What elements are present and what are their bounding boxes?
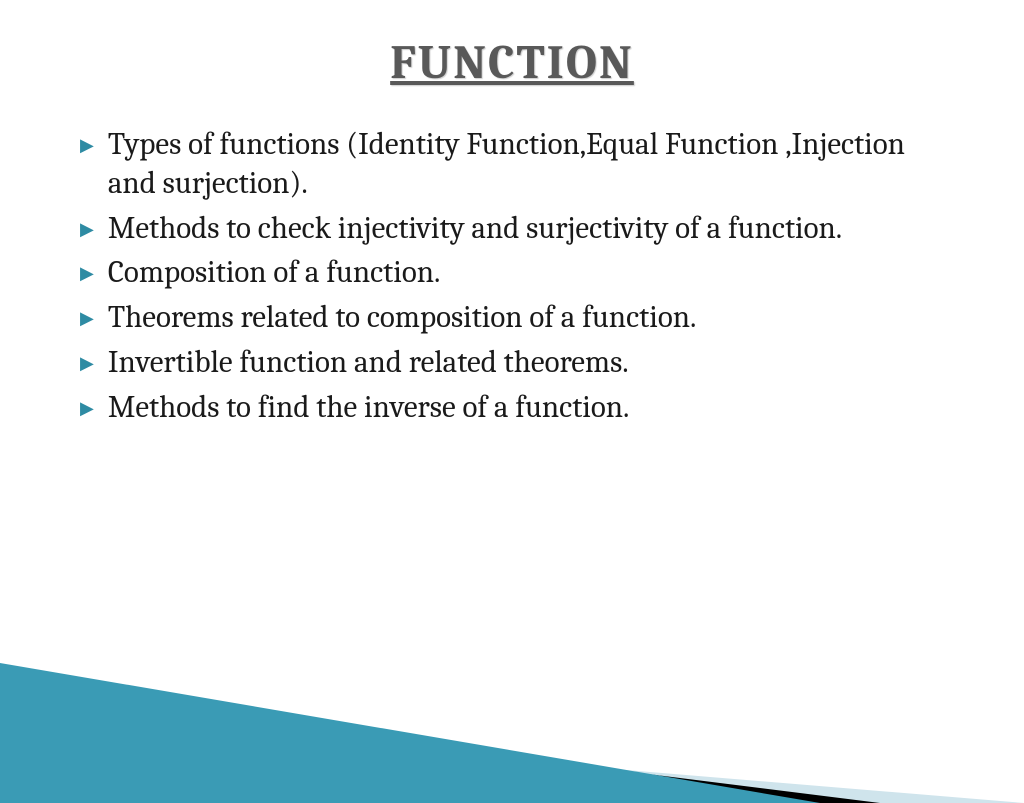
bullet-text: Composition of a function. bbox=[108, 253, 954, 292]
bullet-icon: ▶ bbox=[80, 398, 94, 421]
bullet-icon: ▶ bbox=[80, 353, 94, 376]
slide-title: FUNCTION bbox=[0, 35, 1024, 90]
list-item: ▶ Invertible function and related theore… bbox=[80, 343, 954, 382]
bullet-text: Types of functions (Identity Function,Eq… bbox=[108, 125, 954, 203]
list-item: ▶ Theorems related to composition of a f… bbox=[80, 298, 954, 337]
list-item: ▶ Types of functions (Identity Function,… bbox=[80, 125, 954, 203]
content-area: ▶ Types of functions (Identity Function,… bbox=[0, 125, 1024, 426]
list-item: ▶ Methods to find the inverse of a funct… bbox=[80, 388, 954, 427]
bullet-text: Methods to check injectivity and surject… bbox=[108, 209, 954, 248]
bullet-icon: ▶ bbox=[80, 135, 94, 158]
bullet-text: Invertible function and related theorems… bbox=[108, 343, 954, 382]
bullet-text: Theorems related to composition of a fun… bbox=[108, 298, 954, 337]
decorative-triangles bbox=[0, 663, 1024, 803]
bullet-icon: ▶ bbox=[80, 219, 94, 242]
list-item: ▶ Methods to check injectivity and surje… bbox=[80, 209, 954, 248]
bullet-icon: ▶ bbox=[80, 308, 94, 331]
list-item: ▶ Composition of a function. bbox=[80, 253, 954, 292]
bullet-icon: ▶ bbox=[80, 263, 94, 286]
bullet-text: Methods to find the inverse of a functio… bbox=[108, 388, 954, 427]
